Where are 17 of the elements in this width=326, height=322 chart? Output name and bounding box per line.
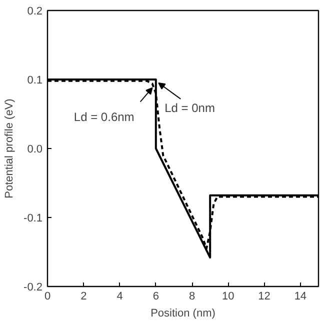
x-tick-label: 14 xyxy=(294,290,307,302)
y-tick-label: 0.2 xyxy=(27,6,43,18)
x-tick-label: 6 xyxy=(152,290,159,302)
annotation: Ld = 0.6nm xyxy=(74,110,134,124)
y-tick-label: -0.2 xyxy=(24,282,43,294)
y-tick-label: -0.1 xyxy=(24,212,43,224)
y-tick-label: 0.1 xyxy=(27,74,43,86)
x-tick-label: 0 xyxy=(44,290,51,302)
x-axis-title: Position (nm) xyxy=(150,308,216,320)
x-tick-label: 2 xyxy=(80,290,87,302)
y-axis-title: Potential profile (eV) xyxy=(4,98,16,198)
x-tick-label: 12 xyxy=(258,290,270,302)
x-tick-label: 8 xyxy=(188,290,196,302)
y-tick-label: 0.0 xyxy=(27,144,43,156)
x-tick-label: 4 xyxy=(116,290,123,302)
annotation: Ld = 0nm xyxy=(164,100,215,115)
x-tick-label: 10 xyxy=(222,290,234,302)
